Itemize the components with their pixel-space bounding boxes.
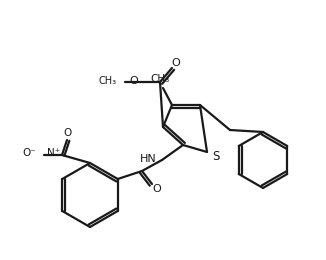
Text: O: O [171, 58, 180, 68]
Text: O: O [153, 184, 161, 194]
Text: O: O [129, 76, 138, 86]
Text: N⁺: N⁺ [47, 148, 60, 158]
Text: O⁻: O⁻ [22, 148, 36, 158]
Text: CH₃: CH₃ [150, 74, 170, 84]
Text: O: O [63, 128, 71, 138]
Text: HN: HN [140, 154, 157, 164]
Text: CH₃: CH₃ [99, 76, 117, 86]
Text: S: S [212, 151, 220, 164]
